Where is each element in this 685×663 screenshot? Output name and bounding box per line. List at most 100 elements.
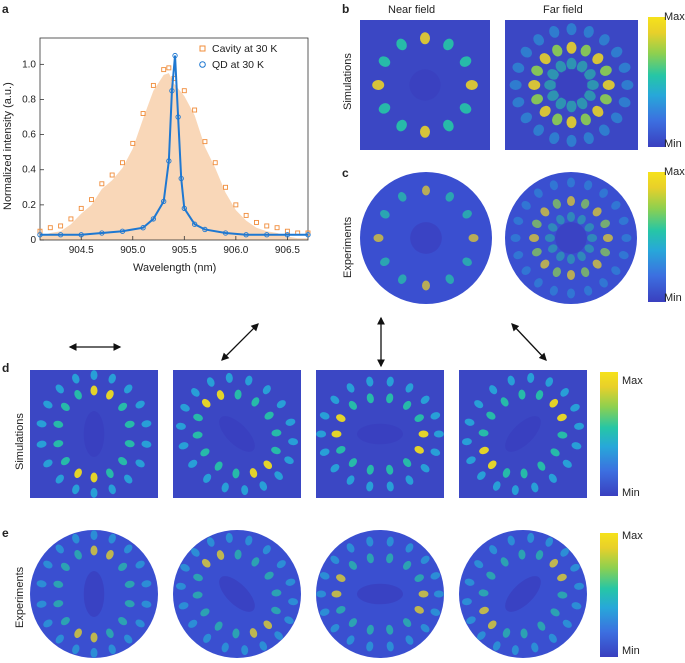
intensity-lobe: [405, 475, 414, 485]
intensity-lobe: [464, 578, 475, 586]
intensity-lobe: [285, 418, 296, 426]
intensity-lobe: [566, 134, 577, 147]
intensity-lobe: [259, 641, 268, 651]
intensity-lobe: [580, 44, 591, 57]
intensity-lobe: [90, 530, 98, 541]
intensity-lobe: [232, 628, 240, 639]
qd-fit-line: [40, 55, 308, 236]
intensity-lobe: [547, 90, 559, 101]
intensity-lobe: [55, 384, 64, 394]
intensity-lobe: [90, 370, 98, 381]
intensity-lobe: [285, 578, 296, 586]
intensity-lobe: [366, 624, 374, 635]
intensity-lobe: [500, 397, 509, 407]
lobe-pattern: [175, 532, 299, 656]
intensity-lobe: [274, 631, 283, 640]
intensity-lobe: [141, 580, 152, 588]
intensity-lobe: [618, 251, 629, 260]
intensity-lobe: [574, 422, 585, 430]
intensity-lobe: [459, 103, 472, 114]
intensity-lobe: [188, 459, 198, 468]
intensity-lobe: [386, 393, 394, 404]
intensity-lobe: [251, 557, 260, 567]
intensity-lobe: [566, 100, 577, 113]
ring-pattern: [510, 177, 632, 299]
intensity-lobe: [36, 580, 47, 588]
intensity-lobe: [221, 642, 229, 653]
intensity-lobe: [386, 641, 394, 652]
intensity-lobe: [378, 56, 391, 67]
intensity-lobe: [592, 259, 602, 269]
intensity-lobe: [249, 468, 258, 478]
intensity-lobe: [520, 628, 528, 639]
intensity-lobe: [577, 214, 586, 225]
intensity-lobe: [534, 278, 543, 288]
intensity-lobe: [560, 548, 569, 557]
intensity-lobe: [600, 219, 611, 229]
intensity-lobe: [465, 80, 478, 90]
intensity-lobe: [346, 383, 355, 393]
intensity-lobe: [200, 448, 210, 457]
intensity-lobe: [567, 254, 575, 265]
intensity-lobe: [462, 209, 472, 219]
qd-data-point: [243, 232, 249, 238]
intensity-lobe: [348, 560, 358, 570]
cavity-data-point: [264, 223, 270, 229]
cavity-data-point: [140, 111, 146, 116]
intensity-lobe: [221, 482, 229, 493]
intensity-lobe: [513, 216, 524, 225]
cavity-data-point: [274, 225, 280, 231]
cavity-data-point: [37, 228, 43, 234]
intensity-lobe: [535, 550, 544, 560]
intensity-lobe: [331, 590, 342, 598]
near-field-simulation-map: [360, 20, 490, 150]
intensity-lobe: [420, 32, 430, 45]
panel-letter-d: d: [2, 361, 10, 375]
intensity-lobe: [549, 25, 560, 38]
simulation-map-3: [316, 370, 444, 498]
intensity-lobe: [600, 247, 611, 257]
intensity-lobe: [366, 393, 374, 404]
intensity-lobe: [124, 544, 133, 554]
intensity-lobe: [520, 468, 528, 479]
intensity-lobe: [556, 214, 565, 225]
cavity-data-point: [192, 107, 198, 113]
intensity-lobe: [507, 375, 515, 386]
intensity-lobe: [550, 608, 560, 617]
intensity-lobe: [584, 90, 596, 101]
intensity-lobe: [430, 608, 441, 616]
intensity-lobe: [55, 634, 64, 644]
intensity-lobe: [200, 608, 210, 617]
lobe-pattern: [461, 532, 585, 656]
qd-data-point: [78, 232, 84, 238]
intensity-lobe: [124, 474, 133, 484]
intensity-lobe: [433, 430, 444, 438]
intensity-lobe: [552, 267, 562, 278]
intensity-lobe: [274, 471, 283, 480]
intensity-lobe: [402, 400, 412, 410]
y-tick-label: 0.2: [22, 200, 36, 211]
qd-data-point: [284, 232, 291, 238]
intensity-lobe: [216, 390, 225, 400]
intensity-lobe: [486, 411, 496, 420]
intensity-lobe: [489, 545, 498, 555]
intensity-lobe: [336, 606, 346, 614]
intensity-lobe: [108, 644, 116, 655]
intensity-lobe: [618, 62, 631, 73]
intensity-lobe: [598, 34, 610, 46]
intensity-lobe: [330, 555, 340, 564]
qd-data-point: [166, 158, 172, 164]
far-field-simulation-map: [505, 20, 638, 150]
intensity-lobe: [232, 468, 240, 479]
intensity-lobe: [378, 103, 391, 114]
intensity-lobe: [271, 446, 281, 455]
intensity-lobe: [319, 448, 330, 456]
intensity-lobe: [336, 414, 346, 422]
intensity-lobe: [537, 621, 546, 631]
cavity-data-point: [78, 205, 84, 211]
intensity-lobe: [418, 590, 429, 598]
simulations-label-b: Simulations: [342, 53, 354, 110]
experiments-label-e: Experiments: [14, 566, 26, 628]
intensity-lobe: [461, 598, 472, 606]
intensity-lobe: [468, 234, 479, 242]
